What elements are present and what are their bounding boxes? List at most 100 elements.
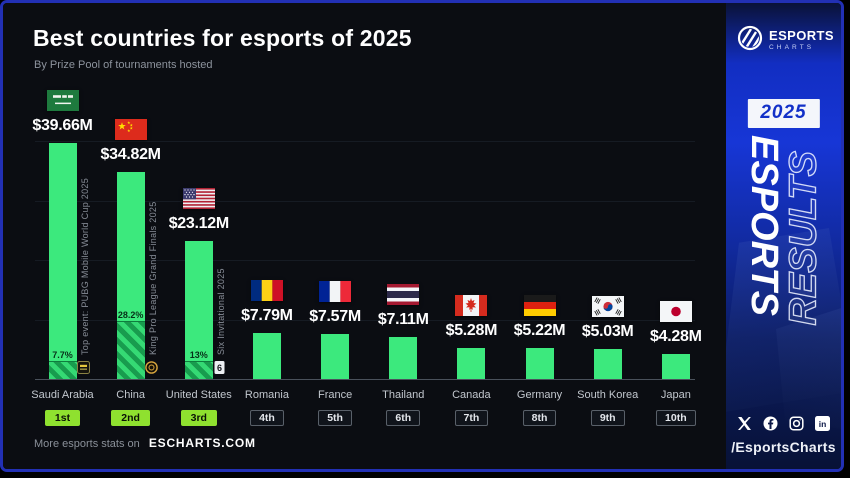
top-event-label: Six Invitational 2025 (215, 268, 226, 355)
country-label: Romania (244, 389, 289, 401)
china-bar: 28.2% (116, 172, 145, 379)
japan-bar (661, 354, 690, 379)
canada-flag-icon (455, 295, 488, 316)
banner-word-results: RESULTS (781, 150, 824, 326)
japan-flag-icon (659, 301, 692, 322)
instagram-icon[interactable] (789, 416, 804, 431)
country-label: United States (165, 389, 232, 401)
saudi-arabia-flag-icon (46, 90, 79, 111)
arena-photo-shape (726, 228, 841, 413)
france-flag-icon (319, 281, 352, 302)
canada-bar (457, 348, 486, 379)
gridline-20m (35, 260, 695, 261)
facebook-icon[interactable] (763, 416, 778, 431)
top-event-share-hatch (48, 361, 77, 379)
linkedin-icon[interactable]: in (815, 416, 830, 431)
rank-badge: 4th (250, 410, 284, 426)
south-korea-flag-icon (591, 296, 624, 317)
svg-text:in: in (819, 419, 827, 429)
china-flag-icon: ★ ★ ★ ★ ★ (114, 119, 147, 140)
top-event-share-label: 7.7% (52, 350, 73, 360)
country-label: Japan (660, 389, 691, 401)
thailand-flag-icon (387, 284, 420, 305)
rank-badge: 6th (386, 410, 421, 426)
brand-name-sub: CHARTS (769, 44, 815, 52)
svg-text:★: ★ (127, 120, 131, 125)
escharts-link[interactable]: ESCHARTS.COM (148, 436, 256, 450)
france-bar (321, 334, 350, 379)
social-icons-row: in (726, 416, 841, 431)
chart-panel: Best countries for esports of 2025 By Pr… (3, 3, 726, 469)
esports-charts-logo: ESPORTS CHARTS (737, 25, 834, 56)
rank-badge: 5th (318, 410, 352, 426)
rank-badge: 9th (590, 410, 625, 426)
banner-word-esports: ESPORTS (743, 135, 785, 316)
rank-badge: 1st (44, 410, 81, 426)
gridline-30m (35, 200, 695, 202)
esports-charts-logo-icon (737, 25, 763, 56)
top-event-share-hatch (184, 361, 213, 379)
rank-badge-wrap: 6th (355, 408, 451, 426)
rank-badge-wrap: 1st (15, 408, 111, 426)
rank-badge: 10th (656, 410, 696, 426)
country-label: Thailand (382, 389, 425, 401)
svg-text:★: ★ (129, 123, 133, 128)
saudi-arabia-bar: 7.7% (48, 143, 77, 379)
country-label: Canada (452, 389, 491, 401)
footer-prefix: More esports stats on (34, 438, 140, 450)
romania-flag-icon (250, 280, 283, 301)
rank-badge-wrap: 8th (492, 408, 588, 426)
top-event-share-label: 28.2% (117, 310, 144, 320)
rank-badge-wrap: 9th (560, 408, 656, 426)
rank-badge-wrap: 4th (219, 408, 315, 426)
svg-text:★: ★ (129, 126, 133, 131)
rank-badge: 7th (454, 410, 489, 426)
prize-pool-value: $7.57M (309, 308, 361, 325)
top-event-share-label: 13% (189, 350, 208, 360)
thailand-bar (389, 337, 418, 379)
united-states-bar: 13% (184, 241, 213, 379)
vertical-banner: ESPORTS RESULTS (743, 135, 825, 326)
brand-name: ESPORTS (769, 28, 834, 44)
germany-flag-icon (523, 295, 556, 316)
rank-badge-wrap: 7th (423, 408, 519, 426)
rank-badge: 3rd (180, 410, 217, 426)
six-invitational-icon: 6 (213, 361, 226, 374)
x-icon[interactable] (737, 416, 752, 431)
gridline-10m (35, 319, 695, 321)
pubg-mobile-icon (76, 361, 90, 374)
king-pro-league-icon (144, 361, 158, 374)
rank-badge: 8th (522, 410, 557, 426)
prize-pool-value: $23.12M (168, 215, 229, 232)
prize-pool-value: $5.22M (513, 322, 566, 339)
prize-pool-value: $4.28M (650, 328, 702, 345)
united-states-flag-icon (182, 188, 215, 209)
country-label: France (317, 389, 353, 401)
x-axis-line (35, 379, 695, 380)
page-title: Best countries for esports of 2025 (33, 25, 412, 51)
rank-badge-wrap: 5th (287, 408, 383, 426)
south-korea-bar (593, 349, 622, 379)
romania-bar (252, 333, 281, 379)
country-label: South Korea (577, 389, 639, 401)
top-event-label: King Pro League Grand Finals 2025 (147, 201, 158, 356)
germany-bar (525, 348, 554, 379)
brand-sidebar: ESPORTS CHARTS 2025 ESPORTS RESULTS in /… (726, 3, 841, 469)
rank-badge-wrap: 3rd (151, 408, 247, 426)
country-label: China (116, 389, 146, 401)
rank-badge-wrap: 10th (628, 408, 724, 426)
year-badge: 2025 (747, 99, 820, 128)
footer-note: More esports stats on ESCHARTS.COM (34, 436, 256, 450)
rank-badge: 2nd (111, 410, 150, 426)
svg-text:6: 6 (217, 363, 222, 373)
prize-pool-value: $7.11M (377, 311, 429, 328)
prize-pool-value: $34.82M (100, 146, 161, 163)
social-handle: /EsportsCharts (731, 439, 836, 455)
top-event-label: Top event: PUBG Mobile World Cup 2025 (79, 177, 90, 355)
country-label: Germany (516, 389, 563, 401)
svg-text:★: ★ (117, 122, 126, 133)
page-subtitle: By Prize Pool of tournaments hosted (34, 59, 213, 71)
prize-pool-value: $5.03M (581, 323, 634, 340)
prize-pool-value: $5.28M (445, 322, 498, 339)
